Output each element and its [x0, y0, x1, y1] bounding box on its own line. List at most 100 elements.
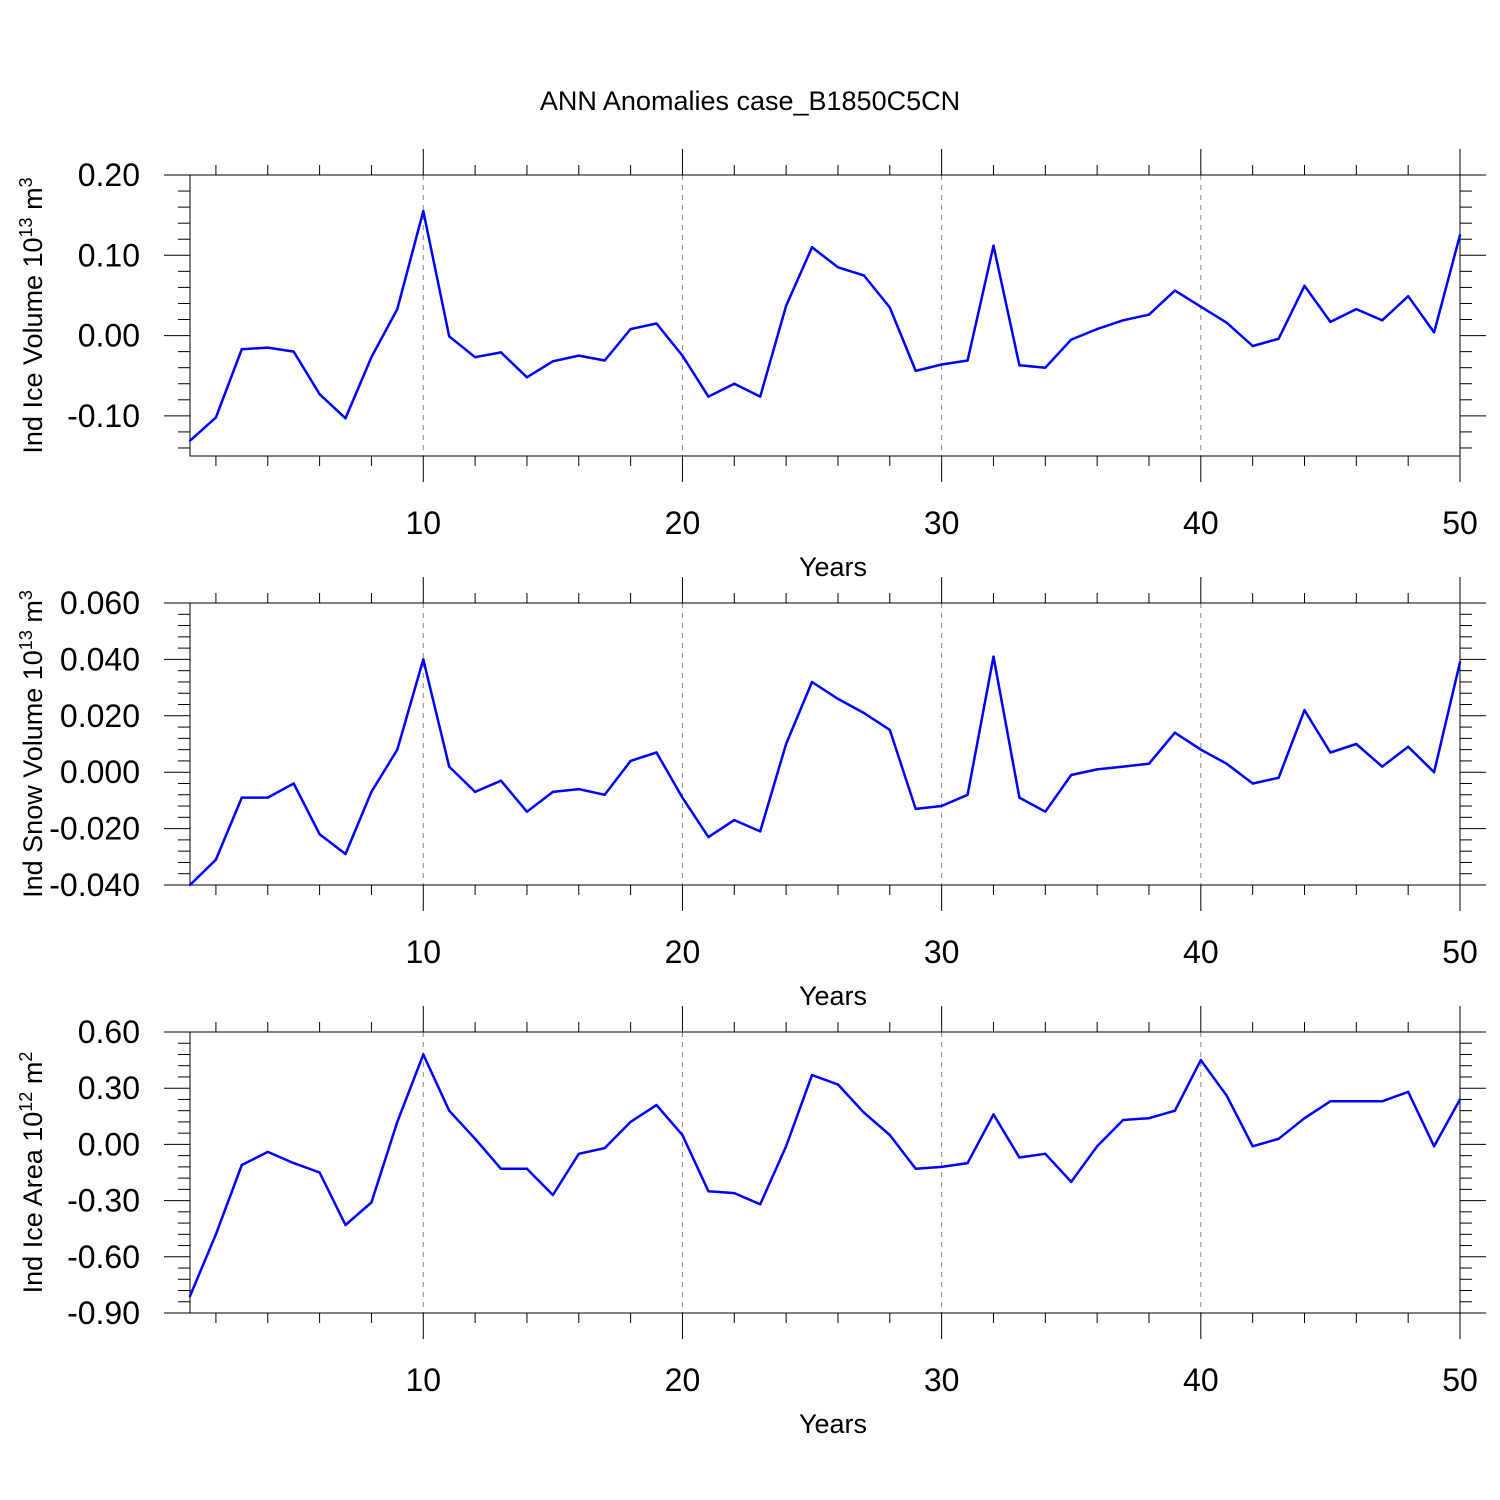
- x-tick-label: 40: [1183, 505, 1219, 541]
- figure-title: ANN Anomalies case_B1850C5CN: [539, 86, 961, 116]
- x-tick-label: 10: [405, 934, 441, 970]
- data-point: [344, 417, 347, 420]
- data-point: [1303, 1116, 1306, 1120]
- x-tick-label: 30: [924, 1362, 960, 1398]
- data-point: [266, 796, 269, 799]
- data-point: [473, 1137, 477, 1140]
- data-point: [1199, 1058, 1203, 1062]
- data-point: [1329, 751, 1332, 754]
- data-point: [499, 1167, 503, 1170]
- data-point: [733, 818, 736, 822]
- data-point: [629, 759, 632, 763]
- data-point: [759, 830, 762, 833]
- data-point: [1251, 782, 1254, 785]
- data-point: [396, 748, 399, 751]
- data-point: [473, 790, 477, 794]
- data-point: [1329, 1100, 1332, 1103]
- data-point: [992, 1113, 995, 1116]
- data-point: [1329, 320, 1332, 324]
- data-point: [1147, 1116, 1151, 1120]
- data-point: [1381, 319, 1384, 322]
- data-point: [577, 354, 580, 357]
- x-tick-label: 30: [924, 934, 960, 970]
- data-point: [1044, 366, 1047, 369]
- data-point: [1355, 742, 1358, 746]
- x-tick-label: 50: [1442, 1362, 1478, 1398]
- data-point: [681, 796, 684, 799]
- data-point: [1251, 1145, 1254, 1148]
- data-point: [1044, 810, 1047, 813]
- data-point: [940, 1165, 943, 1169]
- data-point: [292, 350, 295, 353]
- data-point: [836, 266, 840, 269]
- data-point: [396, 1120, 399, 1124]
- data-point: [1432, 331, 1436, 334]
- data-point: [1225, 1094, 1228, 1097]
- y-tick-label: 0.60: [78, 1014, 140, 1050]
- data-point: [1199, 748, 1203, 751]
- data-point: [318, 833, 321, 836]
- y-tick-label: 0.040: [60, 641, 140, 677]
- data-point: [1121, 765, 1125, 768]
- y-tick-label: 0.00: [78, 1126, 140, 1162]
- data-point: [1458, 661, 1462, 664]
- x-tick-label: 50: [1442, 505, 1478, 541]
- x-tick-label: 10: [405, 505, 441, 541]
- data-point: [240, 796, 244, 799]
- data-point: [681, 354, 684, 357]
- data-point: [1044, 1152, 1047, 1155]
- x-tick-label: 50: [1442, 934, 1478, 970]
- data-point: [1381, 765, 1384, 768]
- data-point: [655, 1103, 658, 1107]
- x-tick-label: 40: [1183, 934, 1219, 970]
- data-point: [888, 306, 891, 309]
- x-tick-label: 10: [405, 1362, 441, 1398]
- data-point: [603, 1146, 606, 1150]
- data-point: [1381, 1100, 1384, 1103]
- y-axis-label: Ind Ice Volume 1013 m3: [16, 177, 48, 453]
- data-point: [1303, 284, 1306, 287]
- y-tick-label: -0.90: [67, 1295, 140, 1331]
- data-point: [1355, 1100, 1358, 1103]
- data-point: [733, 382, 736, 385]
- data-point: [525, 376, 529, 379]
- data-point: [1458, 1098, 1462, 1101]
- x-axis-label: Years: [799, 1409, 867, 1439]
- data-point: [810, 246, 814, 249]
- data-point: [784, 1145, 788, 1148]
- data-point: [1406, 295, 1410, 298]
- y-tick-label: 0.00: [78, 318, 140, 354]
- data-point: [655, 751, 658, 754]
- data-point: [1432, 1145, 1436, 1148]
- data-point: [629, 327, 632, 331]
- y-tick-label: 0.060: [60, 585, 140, 621]
- data-point: [940, 804, 943, 808]
- data-point: [759, 395, 762, 398]
- data-point: [1095, 768, 1099, 771]
- data-point: [914, 807, 917, 811]
- data-point: [370, 1201, 373, 1204]
- y-axis-label: Ind Snow Volume 1013 m3: [16, 590, 48, 898]
- data-point: [370, 790, 373, 794]
- y-tick-label: 0.20: [78, 157, 140, 193]
- data-point: [214, 1233, 218, 1236]
- data-point: [1277, 776, 1280, 780]
- data-point: [810, 680, 814, 684]
- data-point: [888, 728, 891, 732]
- data-point: [836, 1083, 840, 1086]
- x-tick-label: 40: [1183, 1362, 1219, 1398]
- data-point: [1173, 731, 1177, 734]
- data-point: [914, 369, 917, 373]
- data-point: [396, 307, 399, 311]
- y-tick-label: 0.000: [60, 754, 140, 790]
- data-point: [240, 348, 244, 351]
- data-point: [214, 416, 218, 419]
- data-point: [551, 360, 555, 363]
- chart-panel-2: 10 20 30 40 50 -0.040 -0.020 0.000 0.020 0.040 0.0…: [16, 577, 1486, 1011]
- data-point: [318, 392, 321, 396]
- data-point: [1147, 762, 1151, 765]
- data-point: [422, 209, 425, 213]
- y-tick-label: -0.30: [67, 1183, 140, 1219]
- data-point: [318, 1171, 321, 1174]
- data-point: [551, 790, 555, 794]
